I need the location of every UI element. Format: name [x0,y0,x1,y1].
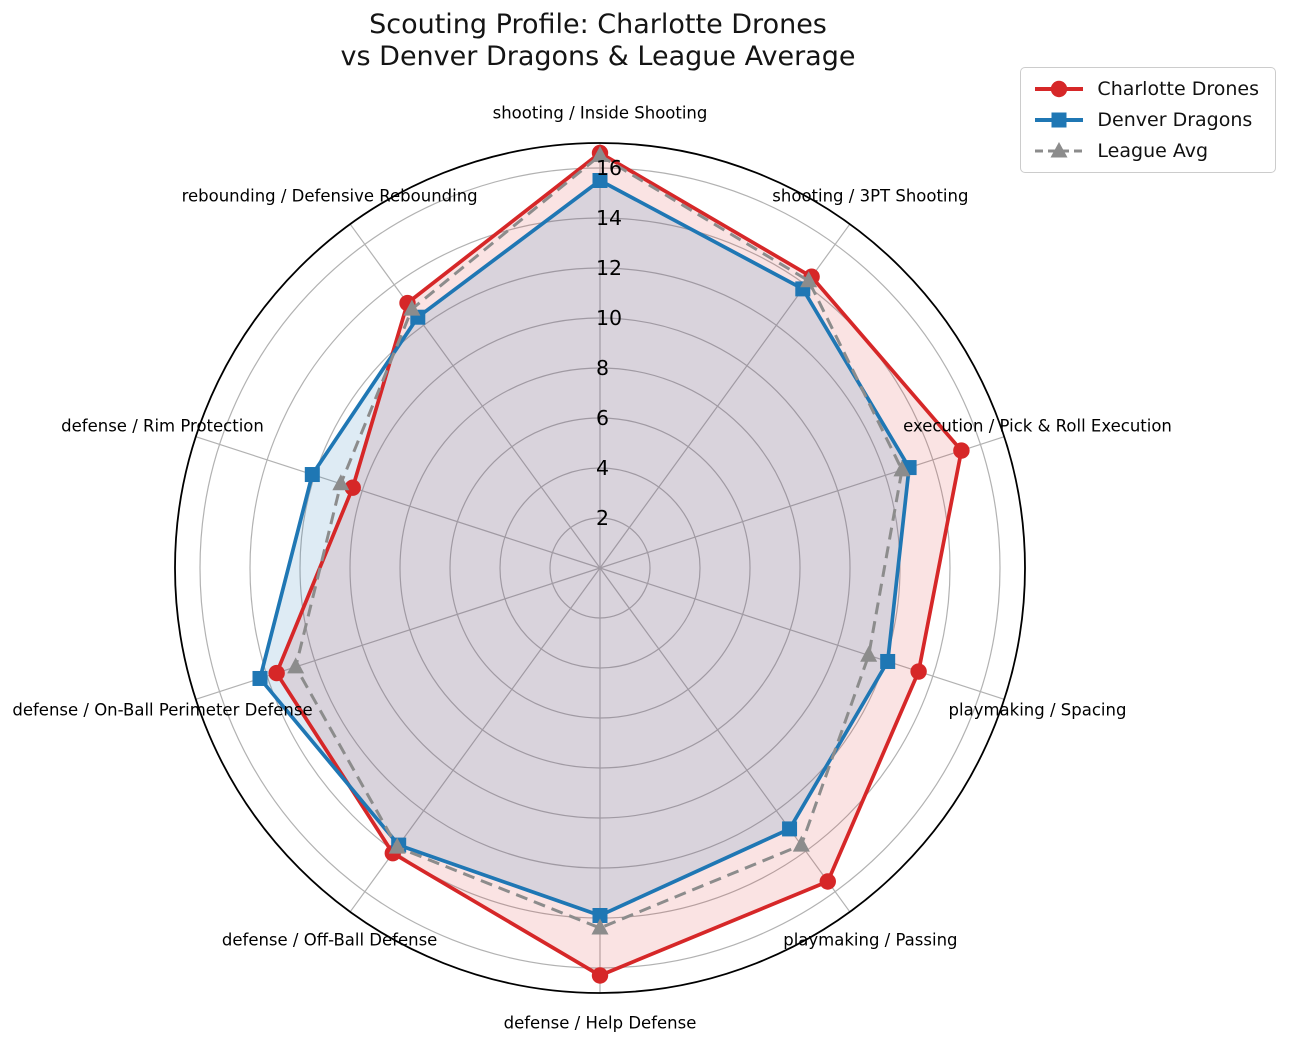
axis-spoke [599,567,851,913]
series-line-league-avg [294,154,904,930]
category-label: playmaking / Passing [783,931,957,950]
square-marker-swatch-icon [1035,112,1084,128]
circle-marker [910,663,927,680]
series-fill-denver-dragons [260,180,910,916]
category-label: shooting / 3PT Shooting [772,186,968,205]
square-marker [304,467,320,483]
triangle-marker [792,835,810,852]
triangle-marker [860,645,878,662]
triangle-marker [800,271,818,288]
radial-tick-label: 14 [596,206,622,230]
radial-tick-label: 12 [596,256,622,280]
legend-entry-charlotte-drones: Charlotte Drones [1033,78,1259,100]
circle-marker [344,479,361,496]
legend-label: League Avg [1097,140,1209,162]
legend-entry-denver-dragons: Denver Dragons [1033,109,1259,131]
category-label: execution / Pick & Roll Execution [903,416,1172,435]
circle-marker [819,873,836,890]
circle-marker [591,967,609,984]
axis-spoke [599,436,1005,569]
triangle-marker [591,146,609,162]
category-label: shooting / Inside Shooting [493,104,708,123]
square-marker [592,908,608,923]
legend-label: Denver Dragons [1097,109,1253,131]
triangle-marker [591,918,609,935]
circle-marker [268,664,285,682]
radial-tick-label: 8 [596,356,609,380]
square-marker [592,173,608,188]
axis-spoke [349,223,601,569]
triangle-marker [332,474,350,491]
radial-tick-label: 16 [596,156,622,180]
square-marker [782,821,798,837]
triangle-marker [893,460,911,477]
series-fill-charlotte-drones [276,153,962,976]
axis-spoke [195,436,601,569]
category-label: defense / Help Defense [504,1014,697,1033]
radial-tick-label: 10 [596,306,622,330]
legend-label: Charlotte Drones [1097,78,1259,100]
outer-circle [174,142,1026,994]
category-label: rebounding / Defensive Rebounding [182,186,478,205]
legend: Charlotte Drones Denver Dragons League Avg [1020,67,1276,173]
category-label: defense / Off-Ball Defense [222,931,437,950]
category-label: playmaking / Spacing [949,701,1127,720]
radial-tick-label: 6 [596,406,609,430]
triangle-marker [388,837,406,854]
legend-entry-league-avg: League Avg [1033,140,1259,162]
axis-spoke [599,567,1005,700]
category-label: defense / On-Ball Perimeter Defense [12,701,312,720]
category-label: defense / Rim Protection [61,416,264,435]
chart-title: Scouting Profile: Charlotte Drones vs De… [340,9,856,72]
radial-tick-label: 2 [596,506,609,530]
square-marker [880,653,896,669]
circle-marker [953,442,970,459]
square-marker [252,670,268,686]
triangle-marker [403,299,421,316]
triangle-marker [287,657,305,674]
triangle-marker-swatch-icon [1035,142,1084,158]
radial-tick-label: 4 [596,456,609,480]
circle-marker-swatch-icon [1035,80,1084,98]
